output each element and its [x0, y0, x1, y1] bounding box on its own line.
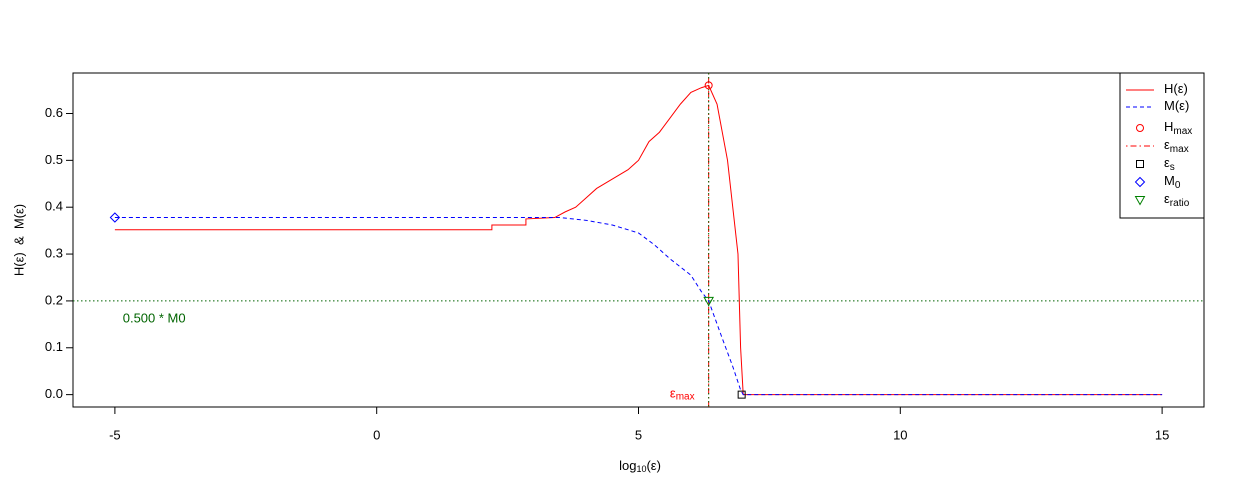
- legend-label: εmax: [1164, 137, 1189, 154]
- y-tick-label: 0.6: [45, 105, 63, 120]
- marker: [1134, 196, 1146, 206]
- annotation: 0.500 * M0: [123, 311, 186, 326]
- y-axis-label: H(ε) & M(ε): [11, 204, 26, 276]
- marker: [1136, 124, 1144, 132]
- legend-sub: max: [1173, 126, 1192, 137]
- x-label-base: log: [619, 458, 636, 473]
- annotation: εmax: [670, 386, 695, 402]
- x-tick-label: 10: [893, 427, 907, 442]
- legend-sub: ratio: [1170, 198, 1190, 209]
- legend-label: M0: [1164, 173, 1181, 190]
- legend-text: ε: [1164, 137, 1170, 152]
- x-tick-label: 0: [373, 427, 380, 442]
- y-tick-label: 0.4: [45, 199, 63, 214]
- annotation-text: ε: [670, 386, 676, 401]
- marker: [1136, 160, 1144, 168]
- marker: [703, 296, 715, 307]
- legend-text: H: [1164, 119, 1173, 134]
- legend-text: H(ε): [1164, 81, 1188, 96]
- annotation-text: 0.500 * M0: [123, 311, 186, 326]
- marker: [704, 81, 713, 90]
- legend-label: εs: [1164, 155, 1175, 172]
- y-tick-label: 0.0: [45, 386, 63, 401]
- legend-label: M(ε): [1164, 98, 1189, 113]
- legend-label: H(ε): [1164, 81, 1188, 96]
- series-line: [114, 217, 1163, 396]
- annotation-sub: max: [676, 391, 695, 402]
- legend-text: ε: [1164, 155, 1170, 170]
- x-tick-label: -5: [109, 427, 121, 442]
- legend-label: Hmax: [1164, 119, 1192, 136]
- legend-sub: max: [1170, 144, 1189, 155]
- x-label-sub: 10: [636, 464, 646, 474]
- y-tick-label: 0.1: [45, 339, 63, 354]
- x-label-rest: (ε): [646, 458, 660, 473]
- legend-text: M(ε): [1164, 98, 1189, 113]
- marker: [737, 390, 746, 399]
- series-line: [114, 84, 1163, 396]
- y-tick-label: 0.3: [45, 245, 63, 260]
- marker: [1134, 176, 1146, 188]
- x-tick-label: 15: [1155, 427, 1169, 442]
- x-axis-label: log10(ε): [619, 458, 661, 474]
- y-tick-label: 0.2: [45, 292, 63, 307]
- legend-sub: 0: [1175, 180, 1181, 191]
- legend-text: M: [1164, 173, 1175, 188]
- legend-sub: s: [1170, 162, 1175, 173]
- plot-frame: [72, 72, 1205, 408]
- x-tick-label: 5: [635, 427, 642, 442]
- legend-label: εratio: [1164, 191, 1190, 208]
- legend-text: ε: [1164, 191, 1170, 206]
- marker: [109, 212, 121, 223]
- y-tick-label: 0.5: [45, 152, 63, 167]
